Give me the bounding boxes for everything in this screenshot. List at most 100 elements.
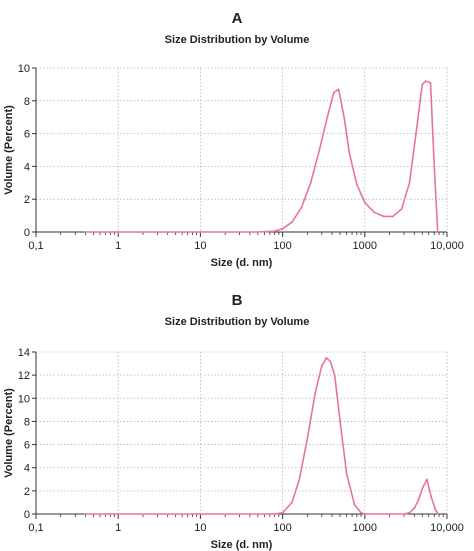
data-point bbox=[363, 513, 366, 515]
data-point bbox=[417, 499, 420, 502]
y-tick-label: 10 bbox=[18, 393, 30, 405]
chart-title: Size Distribution by Volume bbox=[164, 34, 310, 46]
grid bbox=[36, 67, 448, 232]
data-point bbox=[433, 165, 436, 168]
x-tick-label: 10,000 bbox=[430, 522, 464, 534]
y-tick-label: 14 bbox=[18, 347, 30, 359]
panel-label: B bbox=[231, 292, 243, 309]
data-point bbox=[348, 152, 351, 155]
chart-plot: 0,1 1 10 100 1000 10,000 0 2 4 6 8 10 Size (d. nm) Vo… bbox=[3, 63, 464, 269]
data-point bbox=[281, 511, 284, 514]
data-point bbox=[84, 231, 87, 233]
data-point bbox=[318, 149, 321, 151]
x-axis-title: Size (d. nm) bbox=[211, 539, 273, 551]
data-point bbox=[314, 391, 317, 394]
data-point bbox=[256, 513, 259, 515]
x-tick-label: 0,1 bbox=[28, 522, 43, 534]
y-axis-title: Volume (Percent) bbox=[3, 105, 15, 195]
data-point bbox=[300, 206, 303, 209]
data-point bbox=[309, 181, 312, 184]
x-tick-label: 10 bbox=[194, 522, 206, 534]
data-point bbox=[434, 508, 437, 511]
y-tick-label: 0 bbox=[24, 227, 30, 239]
data-point bbox=[355, 183, 358, 186]
data-point bbox=[345, 472, 348, 475]
data-point bbox=[117, 513, 120, 515]
data-point bbox=[117, 231, 120, 233]
data-point bbox=[436, 231, 439, 233]
data-point bbox=[353, 503, 356, 506]
data-point bbox=[408, 511, 411, 514]
y-tick-label: 6 bbox=[24, 440, 30, 452]
y-tick-label: 2 bbox=[24, 486, 30, 498]
data-point bbox=[332, 91, 335, 94]
x-tick-label: 100 bbox=[273, 522, 291, 534]
data-point bbox=[382, 215, 385, 218]
data-point bbox=[413, 507, 416, 510]
y-tick-label: 10 bbox=[18, 63, 30, 75]
y-tick-label: 6 bbox=[24, 129, 30, 141]
x-axis-title: Size (d. nm) bbox=[211, 257, 273, 269]
data-point bbox=[256, 231, 259, 233]
data-point bbox=[199, 231, 202, 233]
data-point bbox=[291, 221, 293, 224]
data-point bbox=[298, 478, 301, 481]
x-tick-label: 1000 bbox=[353, 240, 377, 252]
y-tick-label: 4 bbox=[24, 161, 30, 173]
x-tick-label: 10,000 bbox=[430, 240, 464, 252]
x-tick-label: 1000 bbox=[353, 522, 377, 534]
x-tick-label: 10 bbox=[194, 240, 206, 252]
data-point bbox=[437, 513, 440, 515]
panel-label: A bbox=[231, 10, 243, 27]
data-point bbox=[421, 487, 424, 490]
data-point bbox=[199, 513, 202, 515]
data-point bbox=[273, 230, 276, 233]
data-point bbox=[373, 211, 376, 214]
data-point bbox=[329, 360, 332, 363]
y-tick-label: 0 bbox=[24, 509, 30, 521]
y-axis-title: Volume (Percent) bbox=[3, 388, 15, 478]
y-tick-label: 12 bbox=[18, 370, 30, 382]
data-point bbox=[326, 116, 329, 119]
data-point bbox=[400, 208, 403, 210]
chart-panel-a: A Size Distribution by Volume 0,1 1 10 100 1… bbox=[3, 10, 464, 269]
data-point bbox=[415, 132, 417, 135]
data-point bbox=[360, 511, 362, 514]
data-point bbox=[333, 374, 336, 377]
data-point bbox=[392, 215, 394, 218]
y-tick-label: 8 bbox=[24, 416, 30, 428]
data-point bbox=[343, 116, 346, 119]
series-points bbox=[84, 80, 439, 233]
data-point bbox=[429, 81, 432, 84]
series-points bbox=[84, 356, 440, 515]
data-point bbox=[339, 420, 341, 423]
x-tick-label: 1 bbox=[115, 240, 121, 252]
y-tick-label: 4 bbox=[24, 463, 30, 475]
chart-title: Size Distribution by Volume bbox=[164, 316, 310, 328]
data-point bbox=[84, 513, 87, 515]
data-point bbox=[291, 501, 293, 504]
y-tick-label: 2 bbox=[24, 194, 30, 206]
chart-panel-b: B Size Distribution by Volume 0,1 1 10 100 1… bbox=[0, 282, 474, 551]
data-point bbox=[426, 478, 428, 481]
y-tick-label: 8 bbox=[24, 96, 30, 108]
x-tick-label: 100 bbox=[273, 240, 291, 252]
x-tick-label: 1 bbox=[115, 522, 121, 534]
data-point bbox=[281, 227, 284, 230]
data-point bbox=[337, 88, 340, 91]
data-point bbox=[388, 513, 391, 515]
data-point bbox=[306, 437, 309, 440]
series-line bbox=[85, 80, 439, 233]
x-tick-label: 0,1 bbox=[28, 240, 43, 252]
data-point bbox=[320, 364, 323, 367]
chart-plot: 0,1 1 10 100 1000 10,000 0 2 4 6 8 10 12 14 Size (d. n… bbox=[3, 347, 464, 551]
data-point bbox=[408, 181, 411, 184]
data-point bbox=[421, 83, 424, 86]
data-point bbox=[403, 513, 405, 515]
grid bbox=[36, 351, 448, 514]
data-point bbox=[424, 80, 427, 83]
data-point bbox=[325, 356, 328, 359]
data-point bbox=[363, 201, 366, 204]
data-point bbox=[430, 495, 432, 498]
data-point bbox=[273, 513, 276, 515]
